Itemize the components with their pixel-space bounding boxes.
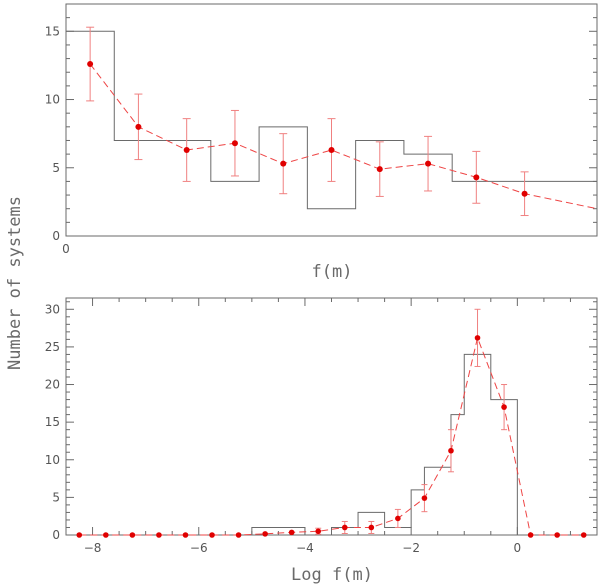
top-data-point <box>473 174 480 181</box>
bottom-y-tick-label: 10 <box>45 453 60 467</box>
top-x-tick-label: 0 <box>62 242 70 256</box>
bottom-x-tick-label: −4 <box>296 541 314 555</box>
top-data-point <box>231 140 238 147</box>
bottom-y-tick-label: 0 <box>52 528 60 542</box>
top-panel-frame <box>65 3 598 237</box>
shared-y-axis-label: Number of systems <box>5 196 25 370</box>
top-data-point <box>425 160 432 167</box>
bottom-data-point <box>527 532 534 538</box>
bottom-panel-plot: 0 5 10 15 20 25 30 −8 −6 −4 −2 0 <box>45 297 598 555</box>
bottom-data-point <box>235 532 242 538</box>
bottom-data-point <box>474 335 481 341</box>
top-data-point <box>521 190 528 197</box>
bottom-x-tick-label: −6 <box>190 541 208 555</box>
top-histogram-steps <box>66 30 597 210</box>
top-panel-plot: 0 5 10 15 0 <box>45 3 598 256</box>
bottom-y-tick-label: 20 <box>45 378 60 392</box>
top-y-tick-label: 5 <box>52 161 60 175</box>
top-data-point <box>135 123 142 130</box>
top-y-tick-label: 0 <box>52 229 60 243</box>
top-data-point <box>280 160 287 167</box>
bottom-data-point <box>129 532 136 538</box>
bottom-data-point <box>182 532 189 538</box>
top-data-point <box>183 147 190 154</box>
top-panel-x-axis-label: f(m) <box>312 262 353 282</box>
bottom-data-point <box>103 532 109 538</box>
bottom-data-point <box>341 524 348 531</box>
bottom-y-tick-label: 15 <box>45 415 60 429</box>
top-y-tick-label: 10 <box>45 93 60 107</box>
top-dashed-model-line <box>89 63 598 210</box>
bottom-data-point <box>368 524 375 531</box>
bottom-data-point <box>580 532 587 538</box>
bottom-data-point <box>395 515 401 522</box>
bottom-panel-x-axis-label: Log f(m) <box>291 565 373 585</box>
bottom-y-tick-label: 30 <box>45 302 60 316</box>
bottom-data-point <box>501 404 507 410</box>
bottom-x-tick-label: −8 <box>84 541 102 555</box>
bottom-data-point <box>209 532 215 538</box>
bottom-histogram-steps <box>251 353 518 536</box>
bottom-y-tick-label: 25 <box>45 340 60 354</box>
top-y-tick-label: 15 <box>45 24 60 38</box>
bottom-data-point <box>448 447 454 454</box>
bottom-data-point <box>421 495 428 501</box>
bottom-x-tick-label: 0 <box>514 541 522 555</box>
bottom-x-tick-label: −2 <box>402 541 420 555</box>
bottom-data-point <box>262 531 268 537</box>
bottom-y-tick-label: 5 <box>52 490 60 504</box>
bottom-data-point <box>288 529 295 536</box>
top-data-point <box>328 147 335 154</box>
bottom-data-point <box>315 528 322 535</box>
bottom-data-point <box>156 532 162 538</box>
top-data-point <box>376 166 383 173</box>
top-data-point <box>87 61 94 68</box>
bottom-data-point <box>554 532 560 538</box>
bottom-dashed-model-line <box>79 336 584 536</box>
bottom-data-point <box>76 532 83 538</box>
